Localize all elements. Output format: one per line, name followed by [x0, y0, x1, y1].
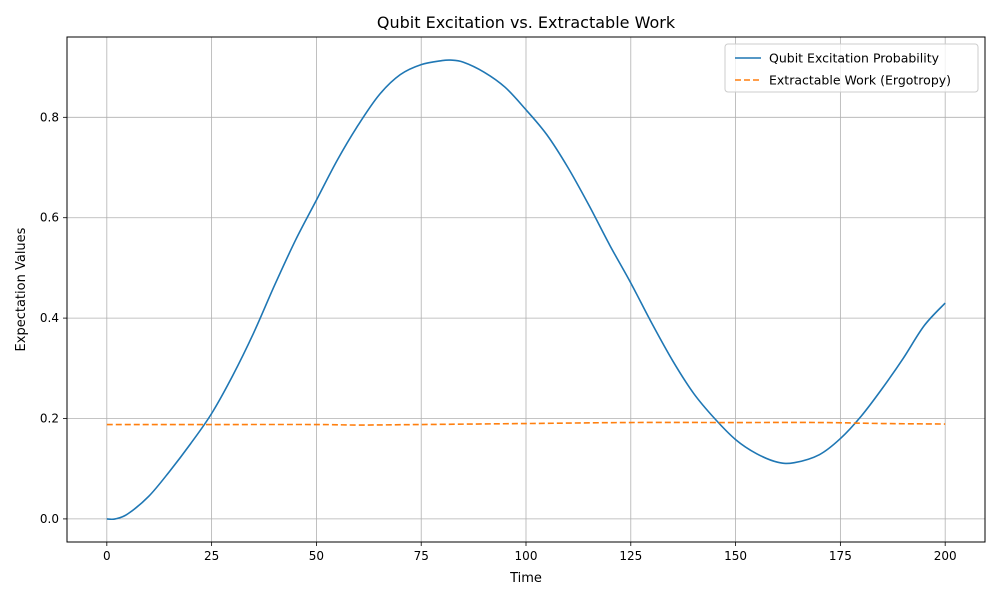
x-tick-label: 0 — [103, 549, 111, 563]
x-tick-label: 100 — [515, 549, 538, 563]
y-axis-label: Expectation Values — [14, 227, 29, 351]
y-tick-label: 0.6 — [40, 211, 59, 225]
x-tick-label: 200 — [934, 549, 957, 563]
x-tick-label: 75 — [414, 549, 429, 563]
series-layer — [106, 59, 946, 521]
y-tick-label: 0.0 — [40, 512, 59, 526]
legend-box — [724, 43, 979, 93]
ticks: 0 25 50 75 100 125 150 175 200 0.0 0.2 0.4 0.6 0.8 — [40, 110, 957, 563]
y-tick-label: 0.8 — [40, 110, 59, 124]
grid — [67, 37, 985, 542]
x-tick-label: 150 — [724, 549, 747, 563]
y-tick-label: 0.2 — [40, 412, 59, 426]
y-tick-label: 0.4 — [40, 311, 59, 325]
x-tick-label: 25 — [204, 549, 219, 563]
x-axis-label: Time — [509, 571, 542, 586]
x-tick-label: 125 — [619, 549, 642, 563]
x-tick-label: 50 — [309, 549, 324, 563]
legend-label-ergotropy: Extractable Work (Ergotropy) — [769, 73, 951, 88]
series-line-ergotropy — [106, 421, 946, 426]
legend: Qubit Excitation Probability Extractable… — [724, 43, 979, 93]
series-line-excitation — [106, 59, 946, 521]
x-tick-label: 175 — [829, 549, 852, 563]
chart-title: Qubit Excitation vs. Extractable Work — [377, 13, 676, 32]
legend-label-excitation: Qubit Excitation Probability — [769, 51, 940, 66]
